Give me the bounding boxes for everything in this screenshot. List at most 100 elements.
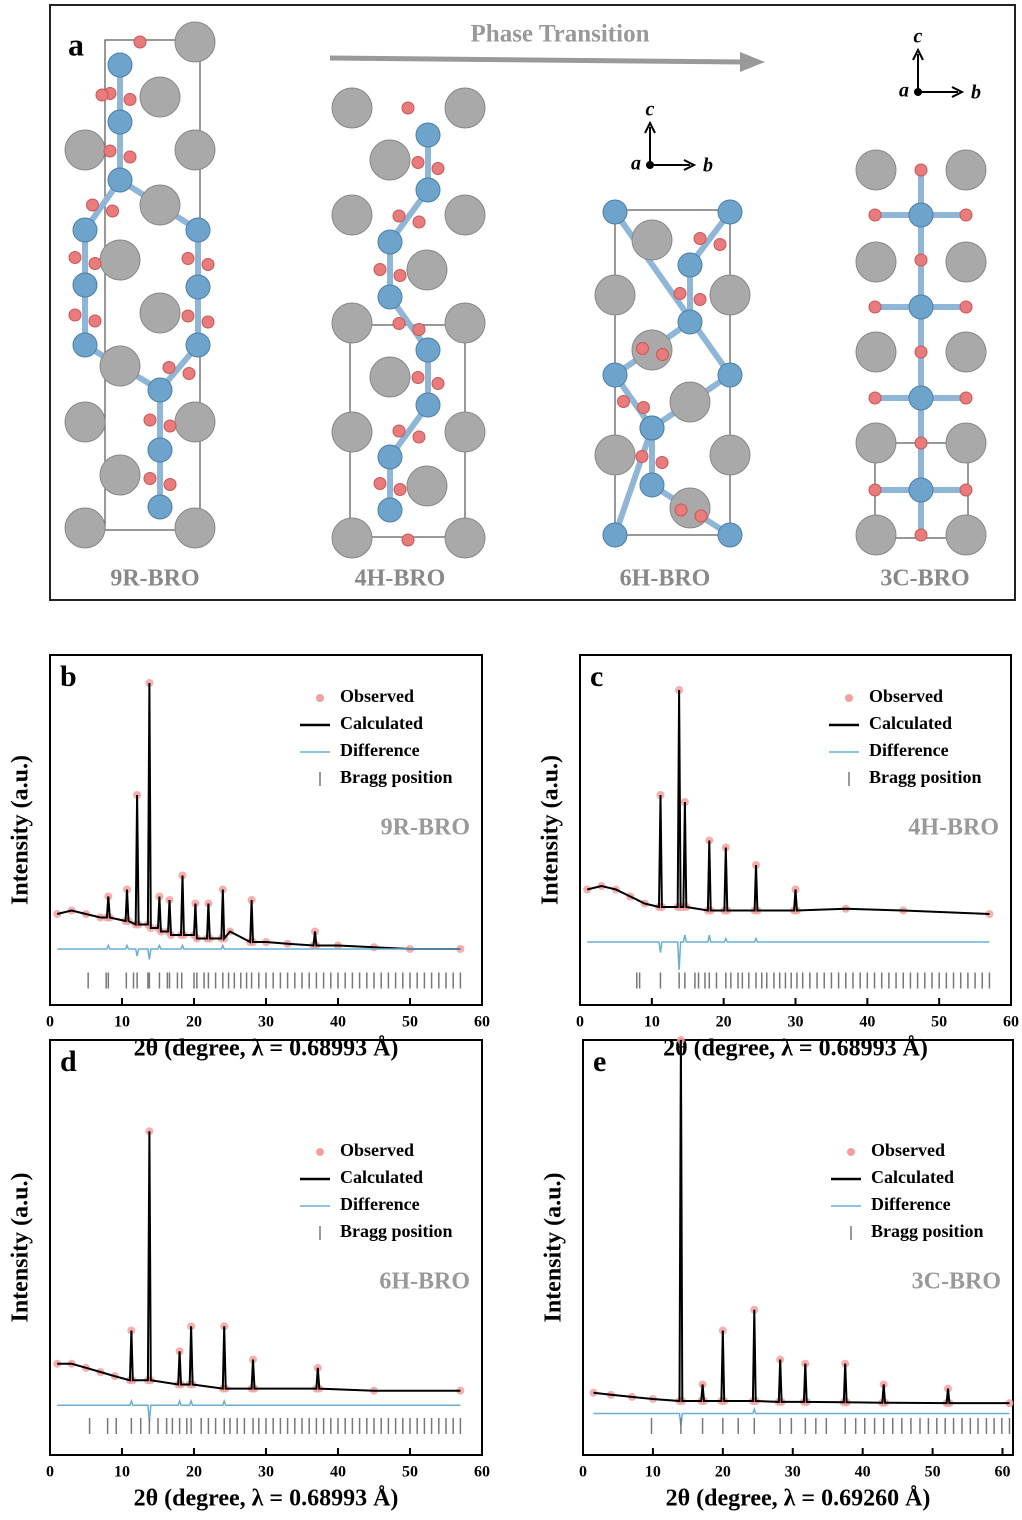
axis-label: a: [631, 153, 641, 175]
x-tick-label: 60: [995, 1464, 1011, 1481]
ru-atom: [603, 363, 627, 387]
ru-atom: [378, 498, 402, 522]
structure-label: 3C-BRO: [880, 566, 969, 592]
o-atom: [107, 205, 119, 217]
x-tick-label: 30: [258, 1464, 274, 1481]
panel-label: a: [68, 26, 84, 62]
ru-atom: [909, 203, 933, 227]
o-atom: [714, 239, 726, 251]
legend-label: Observed: [340, 686, 414, 706]
legend-label: Difference: [871, 1194, 951, 1214]
series-line: [594, 1409, 1010, 1426]
ba-atom: [946, 150, 986, 190]
ru-atom: [416, 178, 440, 202]
ba-atom: [370, 357, 410, 397]
phase-label: 6H-BRO: [379, 1269, 470, 1295]
o-atom: [869, 301, 881, 313]
ru-atom: [909, 295, 933, 319]
ba-atom: [856, 423, 896, 463]
ru-atom: [678, 253, 702, 277]
ba-atom: [175, 402, 215, 442]
o-atom: [915, 346, 927, 358]
o-atom: [134, 36, 146, 48]
o-atom: [960, 392, 972, 404]
x-tick-label: 50: [402, 1464, 418, 1481]
y-axis-label: Intensity (a.u.): [8, 1172, 34, 1322]
ru-atom: [108, 168, 132, 192]
ba-atom: [65, 402, 105, 442]
ru-atom: [378, 230, 402, 254]
o-atom: [183, 368, 195, 380]
ba-atom: [445, 518, 485, 558]
arrow-label: Phase Transition: [471, 21, 650, 48]
ba-atom: [332, 412, 372, 452]
axis-label: b: [971, 82, 981, 104]
ru-atom: [378, 445, 402, 469]
ba-atom: [445, 303, 485, 343]
legend-marker: [847, 1148, 855, 1156]
legend-label: Observed: [871, 1140, 945, 1160]
o-atom: [69, 309, 81, 321]
o-atom: [695, 510, 707, 522]
ba-atom: [445, 412, 485, 452]
o-atom: [182, 310, 194, 322]
o-atom: [636, 451, 648, 463]
o-atom: [87, 199, 99, 211]
phase-label: 9R-BRO: [381, 815, 470, 841]
ba-atom: [140, 185, 180, 225]
figure: aPhase Transitioncabcab9R-BRO4H-BRO6H-BR…: [0, 0, 1022, 1520]
ru-atom: [416, 123, 440, 147]
axis-label: b: [703, 155, 713, 177]
ru-atom: [186, 218, 210, 242]
o-atom: [393, 210, 405, 222]
o-atom: [69, 252, 81, 264]
ba-atom: [856, 150, 896, 190]
x-tick-label: 30: [258, 1014, 274, 1031]
x-tick-label: 50: [402, 1014, 418, 1031]
o-atom: [915, 254, 927, 266]
x-tick-label: 30: [785, 1464, 801, 1481]
panel-label: e: [593, 1045, 606, 1078]
o-atom: [638, 402, 650, 414]
o-atom: [960, 484, 972, 496]
ba-atom: [100, 240, 140, 280]
o-atom: [124, 151, 136, 163]
plot-frame: [50, 1040, 482, 1455]
ba-atom: [445, 195, 485, 235]
o-atom: [402, 102, 414, 114]
ba-atom: [946, 515, 986, 555]
ba-atom: [100, 346, 140, 386]
legend-label: Difference: [869, 740, 949, 760]
ba-atom: [595, 435, 635, 475]
x-tick-label: 20: [186, 1014, 202, 1031]
x-tick-label: 20: [716, 1014, 732, 1031]
o-atom: [96, 89, 108, 101]
ba-atom: [856, 242, 896, 282]
legend-marker: [316, 694, 324, 702]
ba-atom: [407, 466, 447, 506]
o-atom: [124, 94, 136, 106]
x-tick-label: 50: [931, 1014, 947, 1031]
ba-atom: [332, 303, 372, 343]
structure-label: 4H-BRO: [355, 566, 446, 592]
ru-atom: [148, 438, 172, 462]
legend-label: Observed: [340, 1140, 414, 1160]
x-axis-label: 2θ (degree, λ = 0.69260 Å): [666, 1486, 931, 1512]
o-atom: [89, 258, 101, 270]
ru-atom: [909, 386, 933, 410]
o-atom: [915, 164, 927, 176]
ba-atom: [175, 22, 215, 62]
o-atom: [675, 504, 687, 516]
panel-label: b: [60, 660, 77, 693]
ru-atom: [640, 473, 664, 497]
ba-atom: [370, 140, 410, 180]
x-tick-label: 40: [859, 1014, 875, 1031]
o-atom: [432, 163, 444, 175]
ba-atom: [632, 220, 672, 260]
o-atom: [960, 209, 972, 221]
ba-atom: [946, 242, 986, 282]
arrow-head: [740, 52, 765, 72]
legend-marker: [316, 1148, 324, 1156]
o-atom: [637, 343, 649, 355]
ba-atom: [332, 195, 372, 235]
